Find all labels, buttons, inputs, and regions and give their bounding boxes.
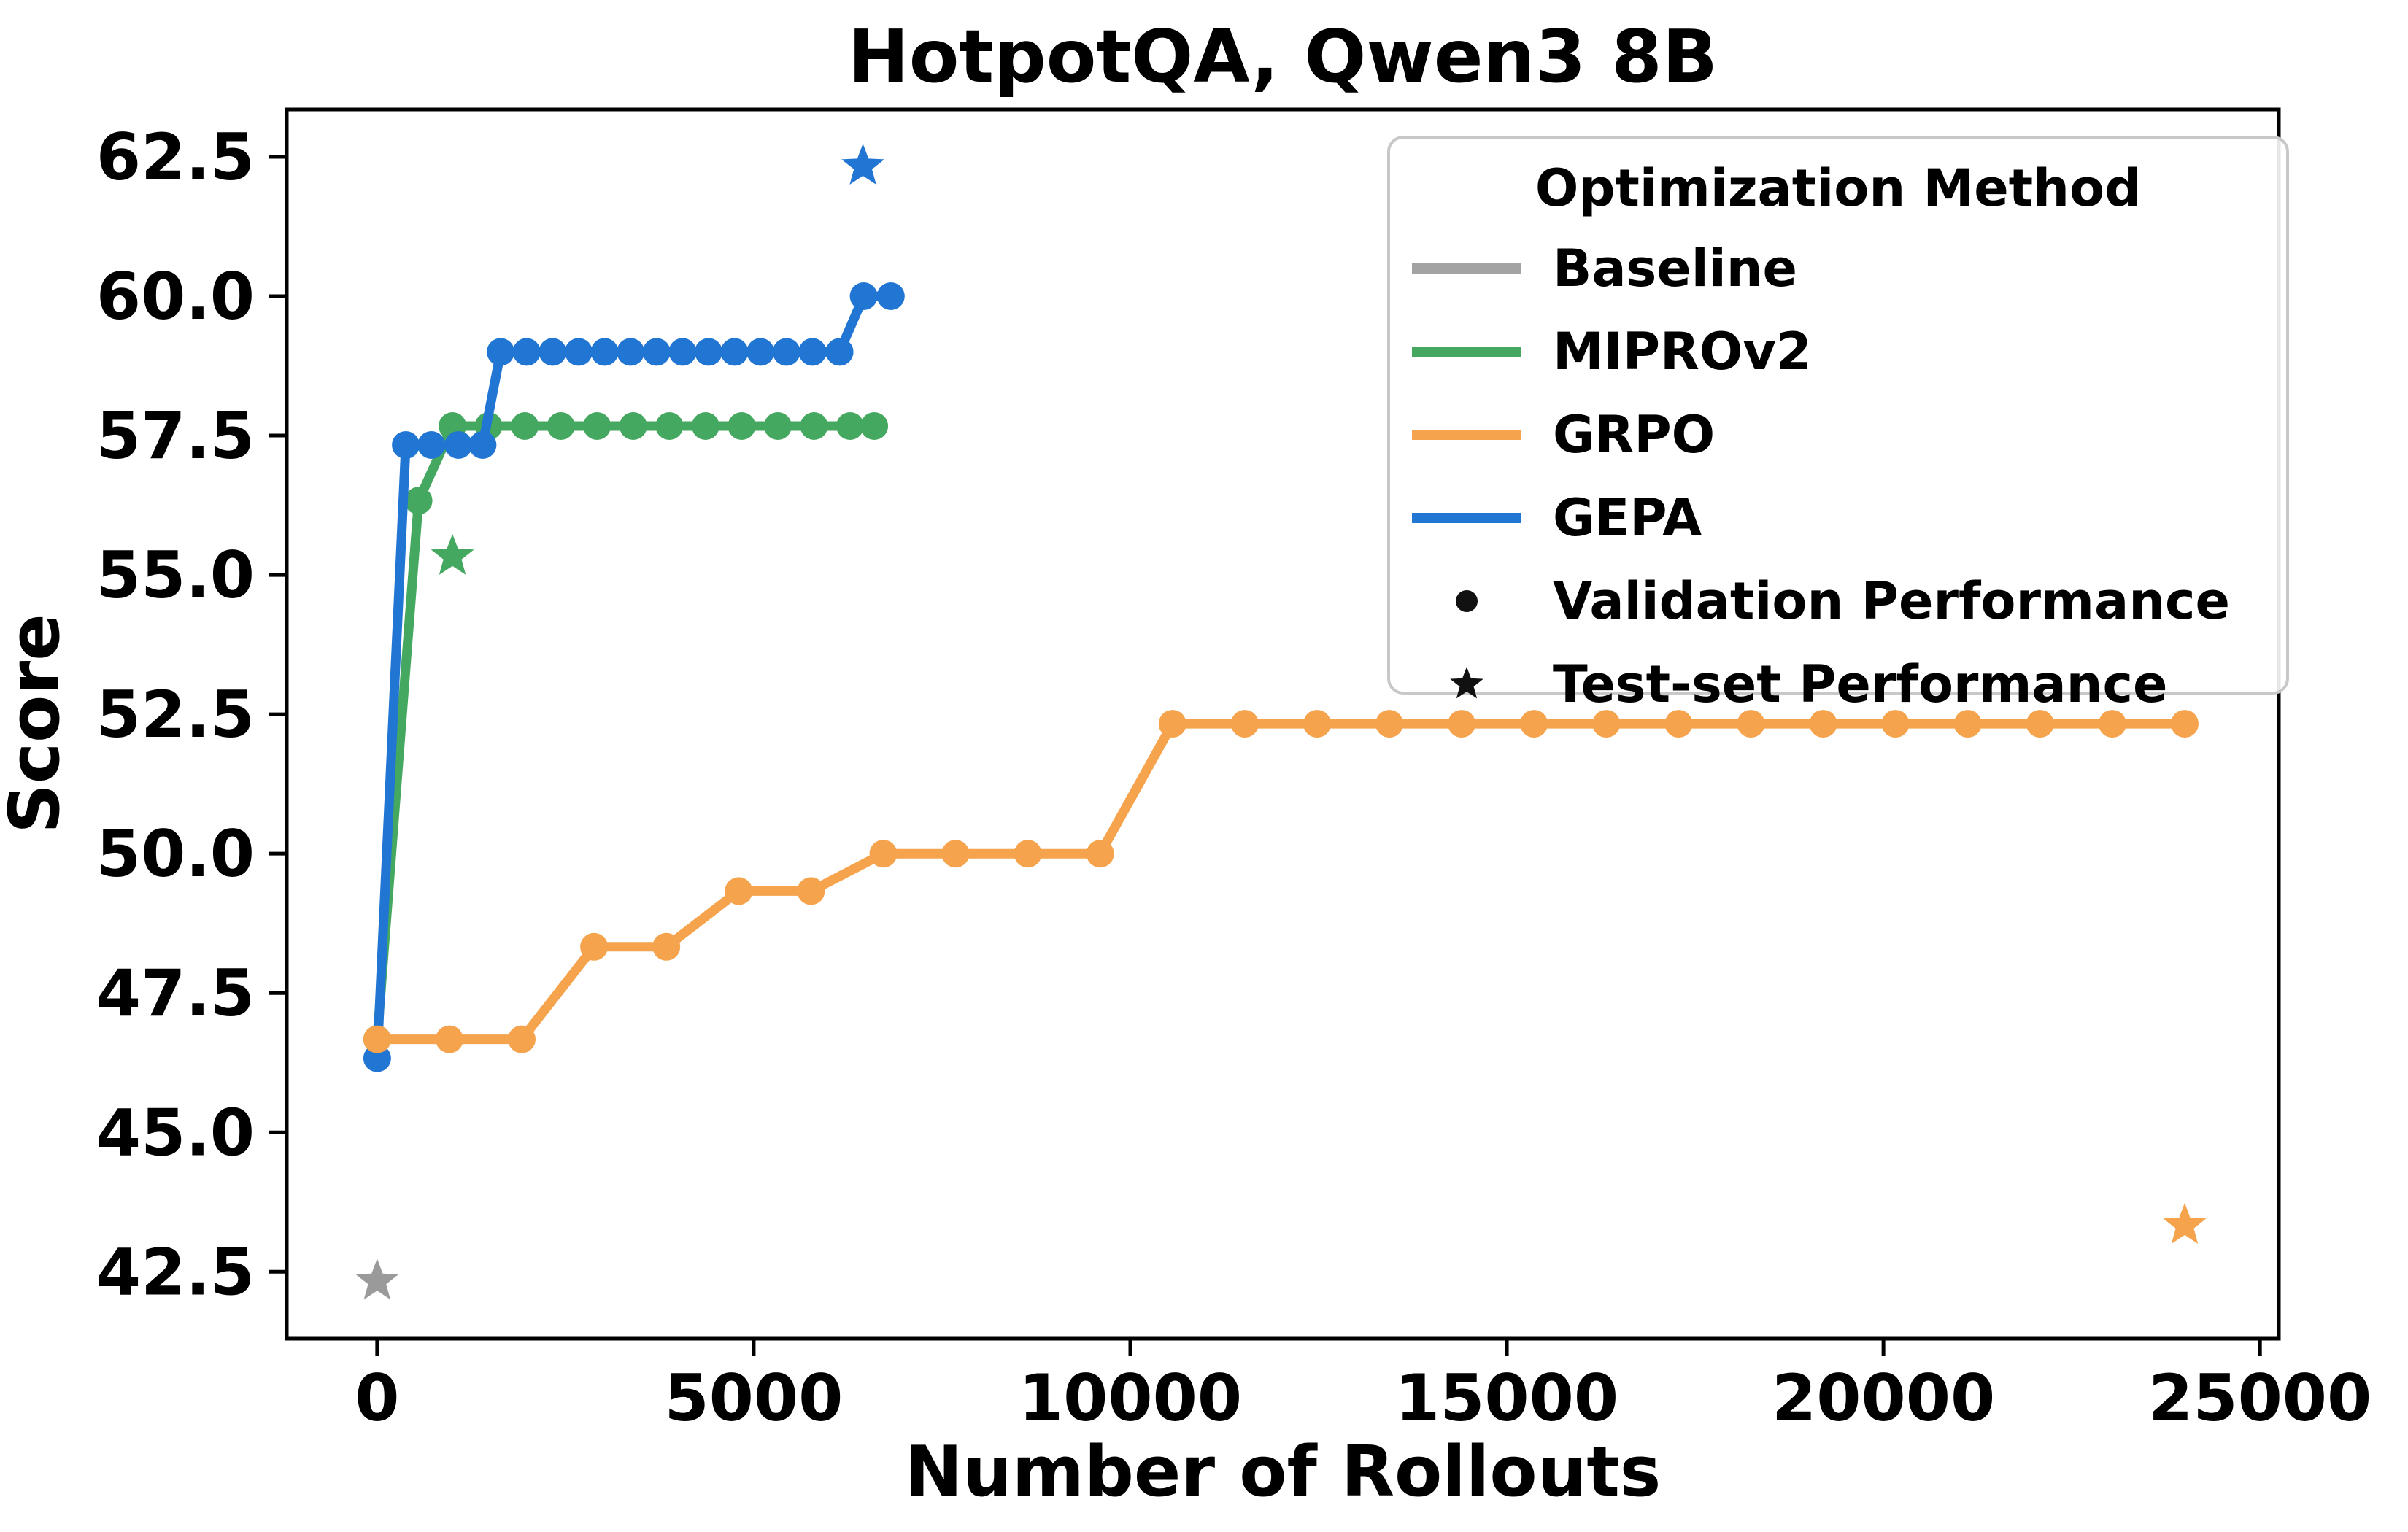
miprov2-point: [619, 412, 647, 440]
gepa-point: [539, 338, 567, 366]
gepa-point: [468, 431, 497, 459]
chart-title: HotpotQA, Qwen3 8B: [848, 14, 1718, 99]
baseline-test-star: [355, 1258, 399, 1300]
x-tick-label: 15000: [1395, 1361, 1618, 1436]
grpo-point: [1158, 710, 1186, 738]
miprov2-point: [691, 412, 719, 440]
legend-marker-test-set-performance: [1450, 667, 1483, 699]
legend-label-grpo: GRPO: [1553, 405, 1715, 465]
grpo-point: [1303, 710, 1331, 738]
gepa-point: [746, 338, 775, 366]
gepa-point: [668, 338, 697, 366]
y-tick-label: 45.0: [96, 1095, 255, 1170]
legend-label-baseline: Baseline: [1553, 239, 1797, 298]
test-set-stars: [355, 143, 2207, 1300]
miprov2-test-star: [431, 533, 474, 575]
grpo-point: [1809, 710, 1837, 738]
legend-marker-validation-performance: [1456, 590, 1478, 612]
grpo-point: [1448, 710, 1476, 738]
grpo-point: [435, 1025, 463, 1053]
y-tick-label: 42.5: [96, 1234, 255, 1309]
x-tick-label: 10000: [1019, 1361, 1242, 1436]
miprov2-point: [404, 487, 433, 515]
miprov2-point: [511, 412, 539, 440]
grpo-point: [363, 1025, 391, 1053]
grpo-point: [1737, 710, 1765, 738]
gepa-point: [876, 282, 905, 310]
y-tick-label: 57.5: [96, 398, 255, 473]
gepa-point: [590, 338, 619, 366]
grpo-point: [1230, 710, 1259, 738]
x-tick-label: 20000: [1772, 1361, 1995, 1436]
grpo-point: [725, 877, 753, 905]
legend: Optimization Method Baseline MIPROv2 GRPO GE…: [1387, 136, 2289, 714]
grpo-point: [941, 840, 970, 868]
x-axis-label: Number of Rollouts: [905, 1432, 1662, 1512]
y-axis-label: Score: [0, 614, 75, 833]
gepa-point: [617, 338, 645, 366]
gepa-point: [512, 338, 541, 366]
grpo-point: [652, 932, 681, 961]
grpo-point: [797, 877, 825, 905]
gepa-test-star: [841, 143, 885, 185]
y-tick-label: 62.5: [96, 120, 255, 195]
y-tick-label: 47.5: [96, 956, 255, 1031]
legend-title: Optimization Method: [1535, 158, 2141, 218]
gepa-point: [825, 338, 854, 366]
y-tick-label: 50.0: [96, 816, 255, 891]
miprov2-point: [764, 412, 792, 440]
grpo-point: [1086, 840, 1114, 868]
y-tick-label: 60.0: [96, 259, 255, 334]
miprov2-point: [836, 412, 864, 440]
gepa-point: [772, 338, 800, 366]
gepa-point: [444, 431, 473, 459]
gepa-point: [363, 1044, 391, 1072]
gepa-point: [392, 431, 420, 459]
series-lines: [363, 282, 2199, 1072]
legend-box: [1387, 136, 2289, 695]
gepa-point: [487, 338, 515, 366]
grpo-point: [1664, 710, 1693, 738]
miprov2-point: [800, 412, 828, 440]
miprov2-point: [583, 412, 611, 440]
miprov2-point: [547, 412, 575, 440]
grpo-point: [508, 1025, 536, 1053]
grpo-point: [1881, 710, 1910, 738]
y-tick-label: 52.5: [96, 677, 255, 752]
legend-label-gepa: GEPA: [1553, 488, 1702, 548]
gepa-point: [642, 338, 671, 366]
gepa-point: [849, 282, 878, 310]
gepa-point: [417, 431, 446, 459]
legend-label-test-set-performance: Test-set Performance: [1553, 654, 2167, 714]
grpo-point: [2026, 710, 2054, 738]
gepa-point: [798, 338, 827, 366]
y-tick-label: 55.0: [96, 538, 255, 613]
grpo-point: [1014, 840, 1042, 868]
grpo-point: [2171, 710, 2199, 738]
legend-label-validation-performance: Validation Performance: [1553, 571, 2230, 631]
miprov2-point: [860, 412, 889, 440]
grpo-point: [1953, 710, 1982, 738]
grpo-test-star: [2163, 1202, 2207, 1244]
miprov2-point: [728, 412, 756, 440]
grpo-point: [1592, 710, 1621, 738]
grpo-point: [869, 840, 898, 868]
legend-label-miprov2: MIPROv2: [1553, 322, 1812, 382]
x-tick-label: 5000: [664, 1361, 843, 1436]
grpo-point: [1375, 710, 1403, 738]
grpo-point: [580, 932, 609, 961]
x-tick-label: 0: [355, 1361, 399, 1436]
x-tick-label: 25000: [2148, 1361, 2372, 1436]
gepa-point: [720, 338, 749, 366]
gepa-point: [695, 338, 722, 366]
grpo-point: [2098, 710, 2126, 738]
gepa-point: [565, 338, 593, 366]
miprov2-point: [655, 412, 684, 440]
grpo-point: [1520, 710, 1548, 738]
axis-ticks: 0 5000 10000 15000 20000 25000 42.5 45.0 47.5 50.…: [96, 120, 2372, 1436]
